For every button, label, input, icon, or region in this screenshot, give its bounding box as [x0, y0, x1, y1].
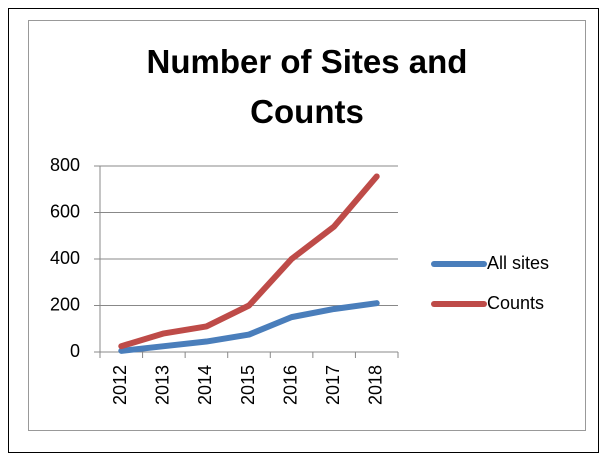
- legend-label: Counts: [487, 293, 544, 313]
- x-tick-label: 2015: [238, 365, 258, 405]
- series-line: [118, 173, 380, 350]
- x-tick-label: 2013: [153, 365, 173, 405]
- series-line: [118, 300, 380, 354]
- y-tick-label: 400: [50, 248, 80, 268]
- y-tick-label: 0: [70, 341, 80, 361]
- chart-title: Number of Sites and Counts: [146, 43, 468, 130]
- x-tick-label: 2014: [195, 365, 215, 405]
- x-tick-label: 2012: [110, 365, 130, 405]
- legend-label: All sites: [487, 253, 549, 273]
- y-tick-label: 200: [50, 294, 80, 314]
- x-tick-label: 2017: [323, 365, 343, 405]
- outer-border: [8, 8, 599, 453]
- x-tick-label: 2016: [280, 365, 300, 405]
- chart-area-border: [28, 20, 586, 431]
- y-tick-label: 800: [50, 155, 80, 175]
- y-tick-label: 600: [50, 201, 80, 221]
- x-tick-label: 2018: [365, 365, 385, 405]
